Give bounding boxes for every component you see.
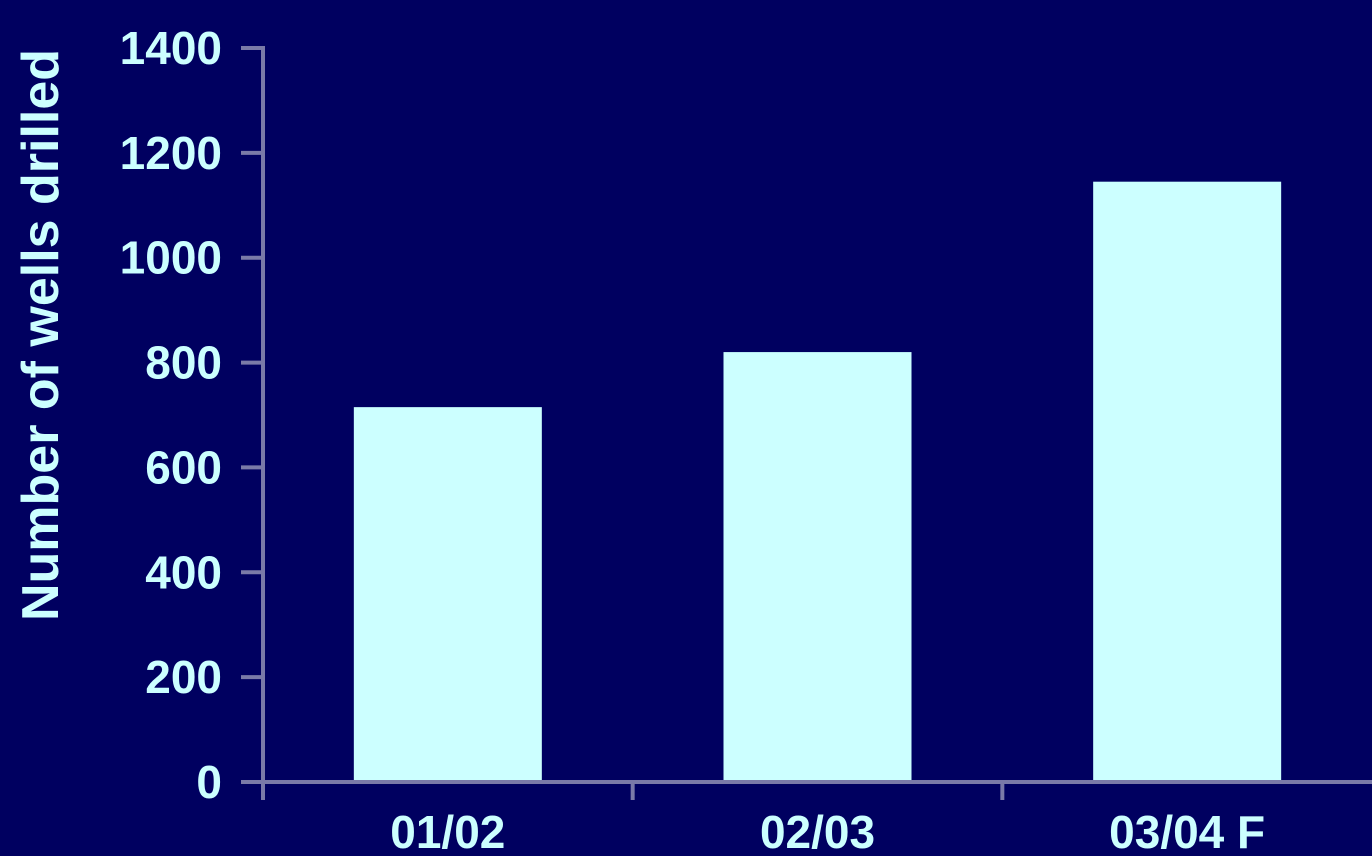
y-tick-label: 1000 (120, 232, 222, 284)
y-tick-label: 200 (145, 651, 222, 703)
y-tick-label: 1400 (120, 22, 222, 74)
axes (261, 46, 1372, 800)
y-tick-label: 0 (196, 756, 222, 808)
bar-01-02 (353, 407, 542, 782)
y-tick-label: 800 (145, 337, 222, 389)
y-tick-label: 600 (145, 441, 222, 493)
x-axis-labels: 01/02 02/03 03/04 F (390, 806, 1265, 856)
x-tick-label: 02/03 (760, 806, 875, 856)
x-tick-label: 03/04 F (1109, 806, 1265, 856)
y-tick-label: 1200 (120, 127, 222, 179)
y-tick-label: 400 (145, 546, 222, 598)
bar-02-03 (723, 352, 912, 782)
y-axis-title: Number of wells drilled (12, 49, 70, 621)
x-tick-label: 01/02 (390, 806, 505, 856)
bars (353, 181, 1282, 782)
bar-03-04-f (1093, 181, 1282, 782)
y-axis-ticks: 0 200 400 600 800 1000 1200 1400 (120, 22, 263, 808)
